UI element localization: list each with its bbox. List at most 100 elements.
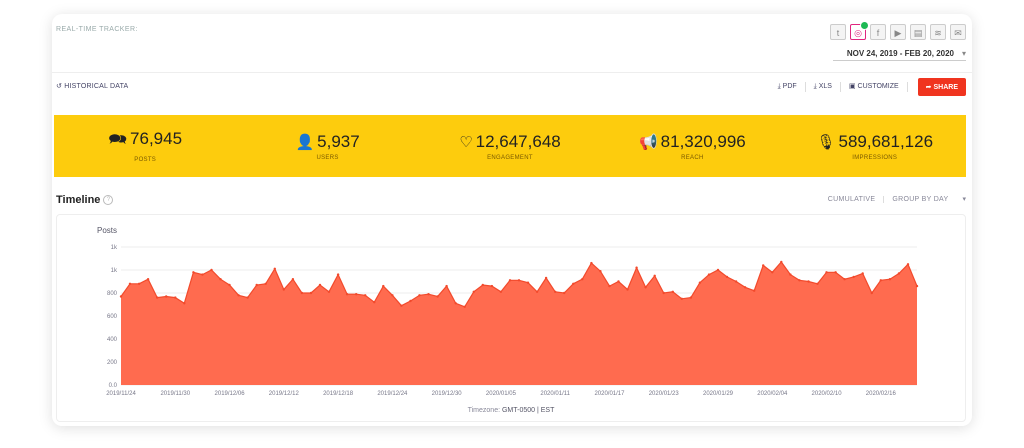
- data-point: [572, 282, 575, 285]
- y-tick-label: 400: [107, 337, 118, 343]
- stat-value-row: 👤 5,937: [243, 132, 413, 152]
- data-point: [282, 288, 285, 291]
- data-point: [906, 263, 910, 266]
- stat-value: 589,681,126: [838, 131, 934, 151]
- data-point: [662, 291, 665, 295]
- data-point: [780, 260, 783, 264]
- data-point: [635, 266, 638, 269]
- cumulative-toggle[interactable]: CUMULATIVE: [820, 195, 885, 203]
- x-tick-label: 2019/12/06: [215, 391, 246, 397]
- historical-data-label: HISTORICAL DATA: [64, 83, 129, 90]
- stat-label: ENGAGEMENT: [487, 154, 533, 161]
- stat-reach: 📢 81,320,996 REACH: [607, 132, 777, 161]
- data-point: [590, 261, 593, 265]
- rss-icon[interactable]: ≋: [930, 24, 946, 40]
- stat-value: 12,647,648: [475, 131, 561, 151]
- data-point: [599, 270, 602, 273]
- data-point: [526, 281, 530, 284]
- data-point: [409, 299, 412, 303]
- data-point: [861, 272, 864, 275]
- facebook-icon[interactable]: f: [870, 24, 886, 40]
- data-point: [137, 282, 141, 285]
- data-point: [490, 284, 494, 288]
- x-tick-label: 2019/11/24: [106, 391, 136, 397]
- historical-data-link[interactable]: ↺ HISTORICAL DATA: [56, 82, 128, 90]
- stat-value: 76,945: [130, 129, 183, 148]
- data-point: [707, 273, 711, 276]
- data-point: [897, 272, 901, 275]
- x-tick-label: 2020/02/16: [866, 391, 897, 397]
- youtube-icon[interactable]: ▶: [890, 24, 906, 40]
- share-arrow-icon: ➦: [925, 84, 932, 91]
- data-point: [653, 274, 656, 277]
- y-tick-label: 0.0: [109, 383, 118, 389]
- data-point: [165, 295, 168, 298]
- data-point: [318, 283, 322, 287]
- data-point: [228, 283, 231, 287]
- stat-impressions: 🎙 589,681,126 IMPRESSIONS: [790, 132, 960, 161]
- series-area: [121, 262, 917, 385]
- data-point: [146, 278, 150, 281]
- data-point: [626, 288, 629, 291]
- help-icon[interactable]: ?: [103, 195, 114, 206]
- share-button[interactable]: ➦ SHARE: [917, 78, 966, 96]
- layout-icon: ▣: [848, 83, 856, 90]
- data-point: [201, 273, 204, 276]
- x-tick-label: 2020/01/23: [649, 391, 680, 397]
- data-point: [698, 281, 702, 284]
- data-point: [246, 296, 249, 299]
- x-tick-label: 2020/01/29: [703, 391, 734, 397]
- stat-value-row: ♡ 12,647,648: [425, 132, 595, 152]
- data-point: [798, 279, 801, 282]
- history-icon: ↺: [56, 83, 63, 90]
- data-point: [734, 280, 738, 283]
- data-point: [789, 273, 792, 276]
- chat-icon[interactable]: ✉: [950, 24, 966, 40]
- data-point: [762, 264, 765, 267]
- x-tick-label: 2019/12/24: [377, 391, 408, 397]
- timeline-chart-container: Posts 0.0 200 400 600 800 1k 1k 2019/11/24 2019/1…: [56, 214, 966, 422]
- stat-engagement: ♡ 12,647,648 ENGAGEMENT: [425, 132, 595, 161]
- data-point: [128, 282, 132, 285]
- twitter-icon[interactable]: t: [830, 24, 846, 40]
- data-point: [499, 290, 503, 293]
- y-tick-label: 1k: [111, 245, 118, 251]
- instagram-icon[interactable]: ◎: [850, 21, 869, 40]
- stat-value: 5,937: [317, 131, 360, 151]
- share-label: SHARE: [933, 84, 958, 91]
- pdf-button[interactable]: ⤓ PDF: [770, 82, 806, 92]
- chat-bubbles-icon: 🗪: [108, 131, 128, 148]
- data-point: [183, 302, 186, 305]
- date-range-select[interactable]: NOV 24, 2019 - FEB 20, 2020 ▾: [832, 49, 966, 61]
- customize-button[interactable]: ▣ CUSTOMIZE: [841, 82, 908, 92]
- stat-value-row: 🗪 76,945: [60, 129, 230, 154]
- stat-posts: 🗪 76,945 POSTS: [60, 129, 230, 163]
- xls-button[interactable]: ⤓ XLS: [806, 82, 841, 92]
- user-icon: 👤: [295, 133, 315, 151]
- group-by-select[interactable]: GROUP BY DAY: [892, 195, 949, 203]
- stat-value-row: 📢 81,320,996: [607, 132, 777, 152]
- x-tick-label: 2020/01/11: [540, 391, 570, 397]
- data-point: [463, 305, 466, 308]
- timeline-heading: Timeline?: [56, 194, 114, 206]
- data-point: [481, 283, 484, 287]
- y-tick-label: 1k: [111, 268, 118, 274]
- data-point: [364, 294, 367, 297]
- chevron-down-icon: ▾: [961, 49, 966, 58]
- data-point: [617, 280, 620, 283]
- data-point: [373, 301, 376, 304]
- timeline-chart: Posts 0.0 200 400 600 800 1k 1k 2019/11/24 2019/1…: [97, 226, 919, 414]
- stat-label: USERS: [316, 154, 339, 161]
- microphone-icon: 🎙: [816, 133, 836, 151]
- x-tick-label: 2019/11/30: [160, 391, 190, 397]
- data-point: [680, 297, 683, 300]
- megaphone-icon: 📢: [638, 133, 658, 151]
- data-point: [327, 290, 331, 293]
- x-tick-label: 2020/02/04: [757, 391, 788, 397]
- social-network-selector: t ◎ f ▶ ▤ ≋ ✉: [830, 21, 966, 40]
- timezone-prefix: Timezone:: [468, 407, 502, 414]
- x-tick-label: 2020/02/10: [812, 391, 843, 397]
- y-tick-label: 200: [107, 360, 118, 366]
- active-indicator-dot: [860, 21, 869, 30]
- news-icon[interactable]: ▤: [910, 24, 926, 40]
